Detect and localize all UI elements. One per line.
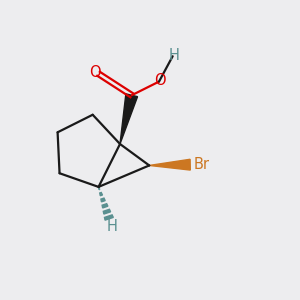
Polygon shape: [101, 198, 105, 202]
Text: H: H: [106, 219, 117, 234]
Polygon shape: [104, 215, 113, 220]
Text: O: O: [89, 65, 101, 80]
Text: Br: Br: [194, 157, 210, 172]
Text: H: H: [169, 48, 180, 63]
Polygon shape: [99, 187, 100, 190]
Polygon shape: [103, 209, 111, 214]
Polygon shape: [100, 193, 103, 196]
Polygon shape: [149, 159, 190, 170]
Polygon shape: [120, 94, 137, 144]
Polygon shape: [102, 204, 108, 208]
Text: O: O: [154, 73, 165, 88]
